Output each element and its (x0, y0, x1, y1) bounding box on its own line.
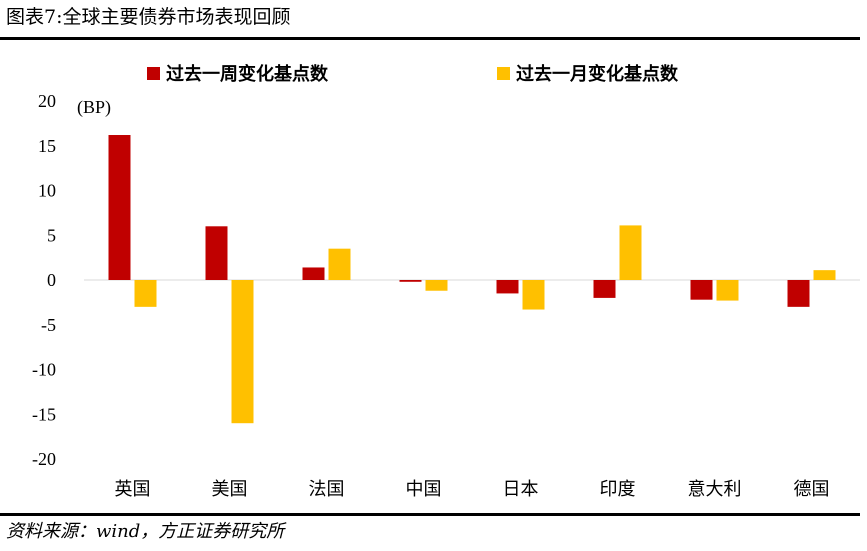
x-category-label: 英国 (115, 479, 151, 500)
bar-weekly-4 (496, 280, 519, 294)
bar-monthly-5 (619, 225, 642, 280)
legend-item-weekly: 过去一周变化基点数 (147, 60, 328, 86)
bar-monthly-4 (522, 280, 545, 310)
figure-title: 图表7:全球主要债券市场表现回顾 (6, 6, 291, 28)
top-rule (0, 37, 860, 40)
legend-label-monthly: 过去一月变化基点数 (516, 64, 678, 85)
y-tick-label: -10 (32, 360, 56, 380)
y-tick-label: -20 (32, 449, 56, 469)
x-category-label: 日本 (503, 479, 539, 500)
bar-monthly-0 (134, 280, 157, 307)
y-tick-label: 15 (38, 136, 56, 156)
legend-item-monthly: 过去一月变化基点数 (497, 60, 678, 86)
x-category-label: 意大利 (688, 479, 742, 500)
x-category-label: 德国 (794, 479, 830, 500)
x-category-label: 法国 (309, 479, 345, 500)
bar-monthly-2 (328, 248, 351, 280)
y-tick-label: 0 (47, 270, 56, 290)
bar-monthly-3 (425, 280, 448, 291)
bar-weekly-7 (787, 280, 810, 307)
bar-weekly-6 (690, 280, 713, 300)
source-note: 资料来源：wind，方正证券研究所 (6, 521, 285, 542)
y-tick-label: -5 (41, 315, 56, 335)
bar-weekly-5 (593, 280, 616, 298)
bar-weekly-2 (302, 267, 325, 280)
x-category-label: 中国 (406, 479, 442, 500)
y-tick-label: 5 (47, 225, 56, 245)
x-category-label: 美国 (212, 479, 248, 500)
bar-monthly-7 (813, 270, 836, 280)
y-tick-label: 20 (38, 91, 56, 111)
bar-weekly-3 (399, 280, 422, 282)
legend-swatch-weekly (147, 66, 160, 80)
bottom-rule (0, 513, 860, 516)
bar-weekly-1 (205, 226, 228, 280)
bar-monthly-6 (716, 280, 739, 301)
legend-label-weekly: 过去一周变化基点数 (166, 64, 328, 85)
bar-monthly-1 (231, 280, 254, 424)
bar-weekly-0 (108, 135, 131, 280)
y-tick-label: 10 (38, 181, 56, 201)
legend-swatch-monthly (497, 66, 510, 80)
x-category-label: 印度 (600, 479, 636, 500)
y-tick-label: -15 (32, 404, 56, 424)
y-axis-unit: (BP) (77, 97, 112, 117)
